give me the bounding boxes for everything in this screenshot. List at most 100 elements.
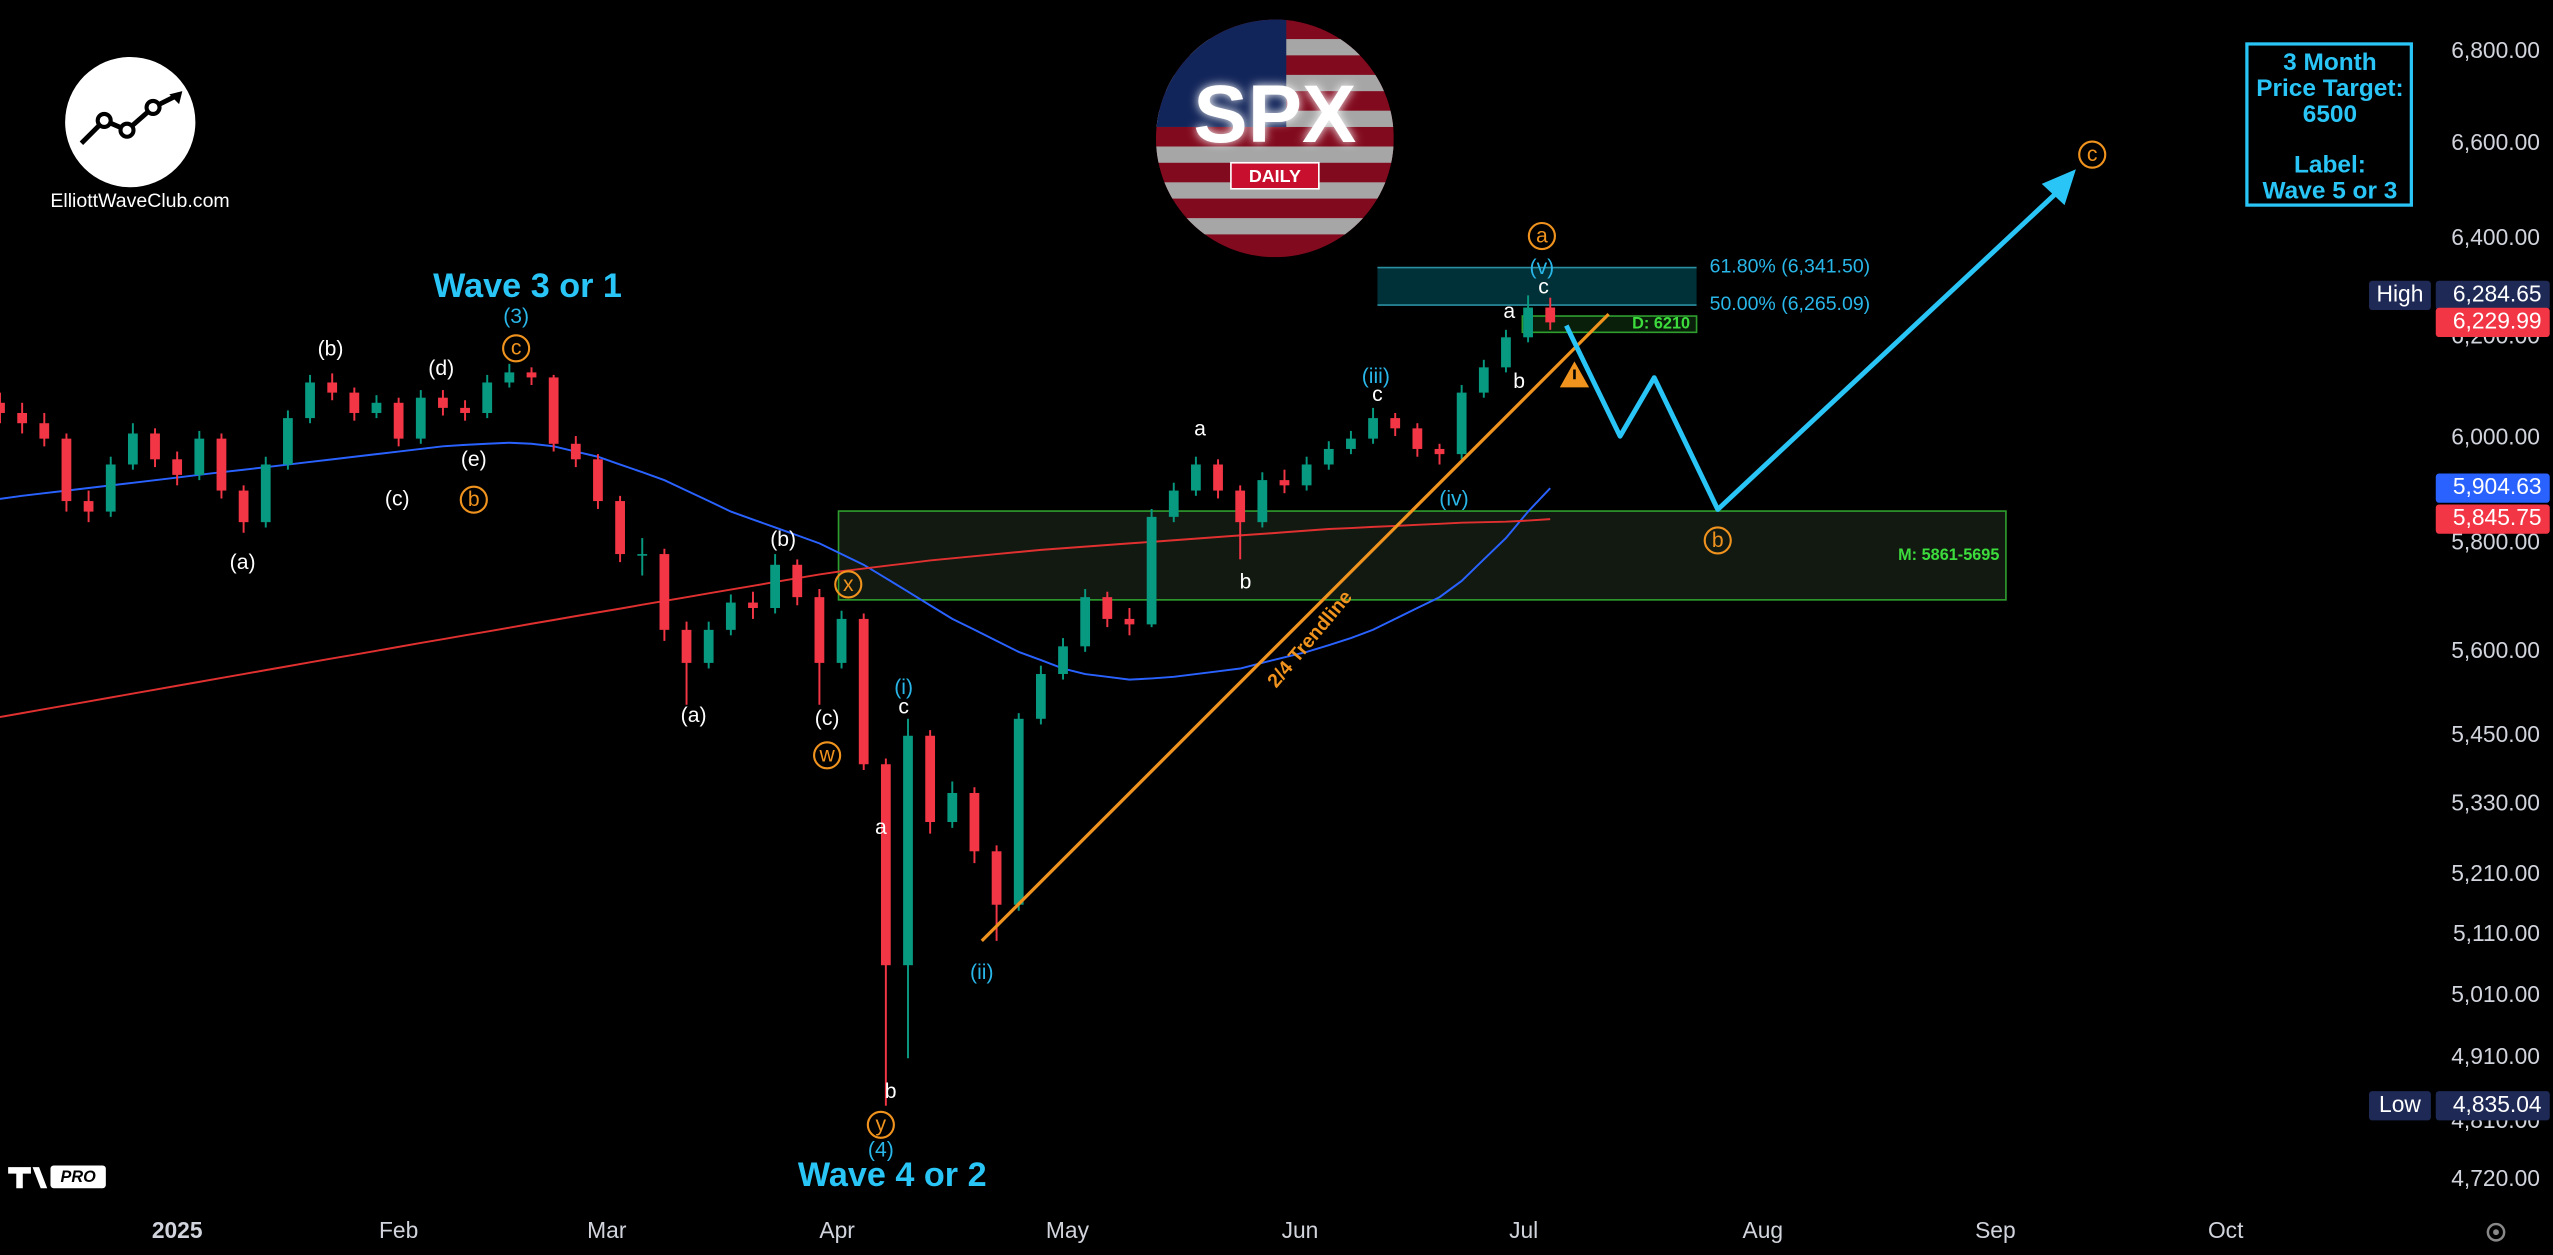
wave-label: c [2087, 143, 2098, 166]
candle-body [1279, 480, 1290, 486]
wave-label: a [1536, 224, 1548, 247]
wave-circle [1527, 221, 1556, 251]
platform-logo: PRO [8, 1165, 106, 1189]
candle-body [1146, 516, 1157, 625]
spx-title: SPX [1193, 69, 1356, 160]
price-label-name-box [2369, 1091, 2431, 1121]
candle-body [0, 402, 5, 413]
candle-body [460, 407, 470, 413]
wave-label: c [1538, 276, 1549, 299]
candle-body [216, 438, 227, 491]
flag-stripe [1156, 146, 1394, 163]
price-label-box [2435, 504, 2550, 534]
y-tick-label: 6,400.00 [2451, 224, 2540, 250]
wave-circle [2078, 140, 2107, 169]
y-tick-label: 6,600.00 [2451, 129, 2540, 155]
candle-body [283, 418, 293, 465]
flag-stripe [1156, 182, 1394, 199]
wave-label: w [818, 744, 835, 767]
x-tick-label: Oct [2208, 1217, 2244, 1243]
candle-body [1080, 597, 1091, 647]
candle-body [260, 464, 271, 523]
wave-label: c [898, 696, 909, 719]
candle-body [748, 602, 758, 609]
candle-body [238, 490, 249, 523]
settings-icon[interactable] [2486, 1222, 2506, 1242]
candle-body [947, 792, 958, 823]
y-tick-label: 4,910.00 [2451, 1043, 2540, 1069]
price-label-name-box [2369, 280, 2431, 311]
candle-body [371, 402, 382, 413]
wave-label: Wave 3 or 1 [433, 267, 622, 305]
candle-body [1013, 718, 1024, 905]
wave-label: (4) [868, 1138, 894, 1161]
wave-circle [502, 334, 531, 363]
logo-circle [65, 56, 196, 188]
candle-body [305, 382, 315, 419]
wave-label: Wave 4 or 2 [798, 1156, 987, 1194]
spx-badge [1230, 161, 1320, 190]
candle-body [615, 501, 625, 555]
trendline [980, 313, 1610, 942]
wave-label: (ii) [970, 961, 994, 984]
tv-mark [8, 1167, 48, 1189]
candle-body [858, 618, 869, 765]
wave-label: (e) [461, 448, 487, 471]
candle-body [880, 764, 891, 966]
price-label-box [2435, 280, 2550, 311]
x-tick-label: Apr [819, 1217, 855, 1243]
fib-label: 61.80% (6,341.50) [1710, 256, 1871, 278]
wave-label: y [876, 1113, 887, 1136]
candle-body [770, 564, 781, 609]
candle-body [570, 443, 581, 460]
candle-body [903, 735, 913, 966]
x-tick-label: Aug [1743, 1217, 1784, 1243]
wave-label: c [1372, 383, 1383, 406]
candle-body [1412, 428, 1423, 449]
logo-dot [118, 121, 136, 139]
candle-body [17, 412, 28, 424]
logo-dot [95, 111, 113, 129]
logo-text: ElliottWaveClub.com [50, 190, 229, 212]
candle-body [61, 438, 72, 502]
wave-label: (c) [815, 707, 840, 730]
wave-label: (a) [681, 704, 707, 727]
projection-path [1564, 180, 2070, 512]
candle-body [327, 382, 338, 393]
candle-body [127, 433, 138, 465]
y-tick-label: 6,800.00 [2451, 37, 2540, 63]
spx-subtitle: DAILY [1249, 166, 1301, 186]
y-tick-label: 4,720.00 [2451, 1165, 2540, 1191]
target-text: 3 Month [2283, 49, 2377, 76]
logo-dot [144, 98, 162, 116]
candle-body [548, 377, 559, 444]
m-zone-label: M: 5861-5695 [1898, 546, 1999, 564]
wave-label: c [511, 337, 522, 360]
wave-label: (b) [318, 338, 344, 361]
y-tick-label: 5,210.00 [2451, 860, 2540, 886]
wave-circle [834, 570, 863, 599]
wave-label: (3) [503, 305, 529, 328]
wave-label: b [1712, 529, 1724, 552]
y-tick-label: 6,000.00 [2451, 424, 2540, 450]
candle-body [526, 372, 537, 378]
y-tick-label: 5,600.00 [2451, 637, 2540, 663]
wave-label: a [875, 816, 887, 839]
wave-label: (iii) [1362, 365, 1390, 388]
candle-body [1478, 367, 1489, 393]
candle-body [681, 629, 692, 663]
candle-body [1368, 418, 1378, 439]
price-label-box [2435, 307, 2550, 338]
candle-body [83, 501, 94, 512]
candle-body [172, 459, 183, 475]
warning-mark [1573, 369, 1576, 380]
wave-label: (v) [1530, 256, 1555, 279]
fib-label: 50.00% (6,265.09) [1710, 293, 1871, 315]
candle-body [1390, 418, 1401, 429]
candle-body [1235, 490, 1246, 523]
candle-body [637, 554, 648, 556]
wave-label: (i) [894, 676, 913, 699]
y-tick-label: 5,450.00 [2451, 721, 2540, 747]
x-tick-label: Feb [379, 1217, 418, 1243]
logo-arrow [169, 91, 183, 105]
